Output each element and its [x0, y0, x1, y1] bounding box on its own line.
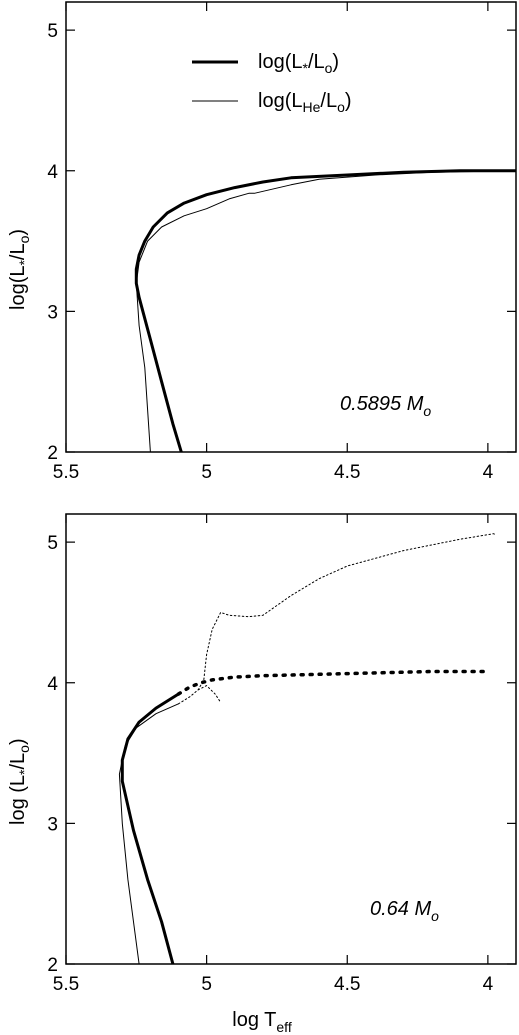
y-tick-label: 4: [47, 162, 58, 183]
series-line-thick: [134, 169, 516, 453]
series-line-thin: [118, 703, 179, 965]
x-tick-label: 5: [201, 974, 212, 995]
y-axis-label-bottom: log (L*/Lo): [7, 738, 32, 825]
plot-frame-bottom: [65, 513, 517, 965]
y-tick-label: 3: [47, 302, 58, 323]
series-line-thin-dotted: [178, 533, 497, 705]
y-tick-label: 5: [47, 533, 58, 554]
x-axis-label: log Teff: [232, 1009, 292, 1035]
mass-annotation-top: 0.5895 Mo: [340, 393, 431, 419]
legend-entry-luminosity: log(L*/Lo): [258, 51, 339, 76]
x-tick-label: 4: [483, 462, 494, 483]
legend: log(L*/Lo) log(LHe/Lo): [192, 51, 352, 115]
x-tick-label: 5.5: [53, 462, 79, 483]
x-tick-label: 5: [201, 462, 212, 483]
series-line-thin: [135, 170, 517, 453]
y-tick-label: 5: [47, 21, 58, 42]
series-bottom: [118, 533, 497, 965]
x-tick-label: 4.5: [334, 974, 360, 995]
series-line-thin-dotted: [197, 685, 222, 703]
x-tick-label: 4: [483, 974, 494, 995]
x-tick-label: 5.5: [53, 974, 79, 995]
y-axis-label-top: log(L*/Lo): [7, 229, 32, 310]
panel-bottom: 5.5 5 4.5 4 2 3 4 5 log (L*/Lo) log Teff 0.64 M…: [7, 513, 517, 1035]
mass-annotation-bottom: 0.64 Mo: [370, 898, 439, 924]
plot-frame-top: [65, 1, 517, 453]
y-tick-label: 4: [47, 674, 58, 695]
series-top: [134, 169, 517, 453]
series-line-thick-dotted: [176, 669, 490, 696]
ticks-top: 5.5 5 4.5 4 2 3 4 5: [47, 2, 516, 483]
x-tick-label: 4.5: [334, 462, 360, 483]
y-tick-label: 2: [47, 443, 58, 464]
panel-top: 5.5 5 4.5 4 2 3 4 5 log(L*/Lo) log(L*/Lo) log(L…: [7, 1, 517, 483]
ticks-bottom: 5.5 5 4.5 4 2 3 4 5: [47, 514, 516, 995]
y-tick-label: 2: [47, 955, 58, 976]
series-line-thick: [120, 692, 180, 965]
legend-entry-helium: log(LHe/Lo): [258, 90, 352, 115]
y-tick-label: 3: [47, 814, 58, 835]
